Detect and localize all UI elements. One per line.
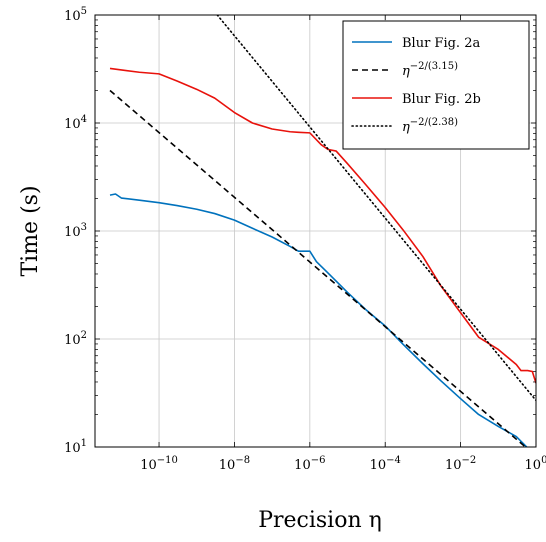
legend-label-3: Blur Fig. 2b (402, 92, 481, 107)
x-tick-label: 10−4 (370, 455, 401, 473)
y-tick-label: 102 (64, 330, 87, 348)
legend-label-2: η−2/(3.15) (402, 61, 458, 79)
x-tick-label: 10−10 (140, 455, 178, 473)
y-tick-label: 101 (64, 438, 87, 456)
legend: Blur Fig. 2a η−2/(3.15) Blur Fig. 2b η−2/(2… (342, 20, 530, 150)
y-tick-label: 104 (64, 114, 87, 132)
series-line-2 (109, 89, 527, 447)
y-tick-label: 105 (64, 6, 87, 24)
y-axis-label: Time (s) (18, 185, 43, 276)
series-group (109, 15, 536, 447)
series-line-3 (109, 67, 536, 384)
x-tick-label: 100 (525, 455, 546, 473)
ticks: 10−10 10−8 10−6 10−4 10−2 100 101 102 103 104 105 (64, 6, 546, 473)
series-line-4 (216, 15, 536, 402)
x-tick-label: 10−6 (294, 455, 325, 473)
series-line-1 (109, 193, 528, 447)
y-tick-label: 103 (64, 222, 87, 240)
x-tick-label: 10−2 (445, 455, 476, 473)
x-axis-label: Precision η (258, 508, 382, 533)
legend-label-4: η−2/(2.38) (402, 117, 458, 135)
legend-label-1: Blur Fig. 2a (402, 36, 480, 51)
x-tick-label: 10−8 (219, 455, 250, 473)
